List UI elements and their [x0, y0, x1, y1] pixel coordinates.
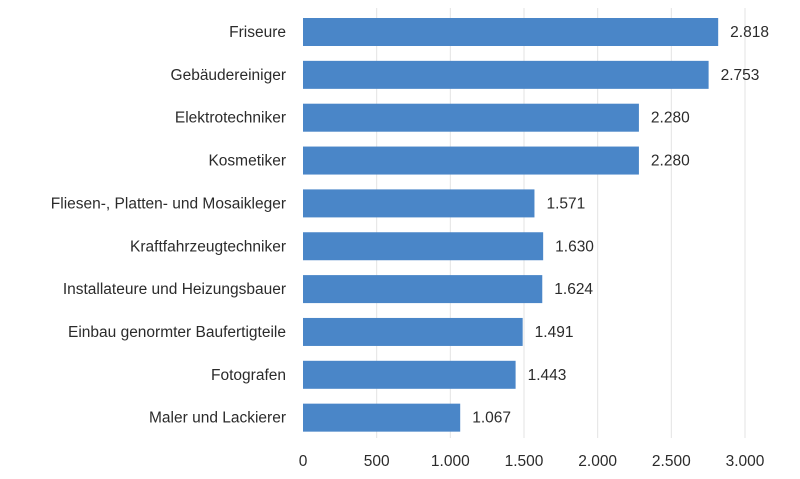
- x-tick-label: 0: [299, 453, 308, 470]
- category-label: Einbau genormter Baufertigteile: [68, 324, 286, 341]
- x-tick-label: 1.500: [505, 453, 544, 470]
- category-label: Gebäudereiniger: [171, 67, 286, 84]
- bar: [303, 317, 523, 346]
- x-tick-label: 500: [364, 453, 390, 470]
- category-label: Elektrotechniker: [175, 110, 286, 127]
- value-label: 2.280: [651, 110, 690, 127]
- value-label: 1.491: [535, 324, 574, 341]
- bar: [303, 18, 719, 46]
- bars: [303, 18, 719, 432]
- bar: [303, 275, 543, 304]
- x-tick-label: 2.500: [652, 453, 691, 470]
- value-label: 2.818: [730, 24, 769, 41]
- bar: [303, 232, 544, 261]
- bar: [303, 360, 516, 389]
- value-label: 1.630: [555, 238, 594, 255]
- category-label: Fotografen: [211, 367, 286, 384]
- value-label: 1.571: [546, 195, 585, 212]
- category-label: Maler und Lackierer: [149, 410, 286, 427]
- x-tick-label: 1.000: [431, 453, 470, 470]
- value-label: 2.753: [721, 67, 760, 84]
- value-label: 1.624: [554, 281, 593, 298]
- bar: [303, 403, 461, 432]
- category-label: Fliesen-, Platten- und Mosaikleger: [51, 195, 286, 212]
- bar: [303, 103, 639, 132]
- category-label: Installateure und Heizungsbauer: [63, 281, 286, 298]
- category-label: Kosmetiker: [208, 153, 286, 170]
- bar: [303, 189, 535, 218]
- value-label: 2.280: [651, 153, 690, 170]
- category-label: Friseure: [229, 24, 286, 41]
- bar: [303, 146, 639, 175]
- value-label: 1.067: [472, 410, 511, 427]
- category-label: Kraftfahrzeugtechniker: [130, 238, 286, 255]
- x-tick-label: 2.000: [578, 453, 617, 470]
- bar: [303, 60, 709, 89]
- value-label: 1.443: [528, 367, 567, 384]
- labels: 0 500 1.000 1.500 2.000 2.500 3.000 Friseure 2.8…: [51, 24, 769, 470]
- x-tick-label: 3.000: [726, 453, 765, 470]
